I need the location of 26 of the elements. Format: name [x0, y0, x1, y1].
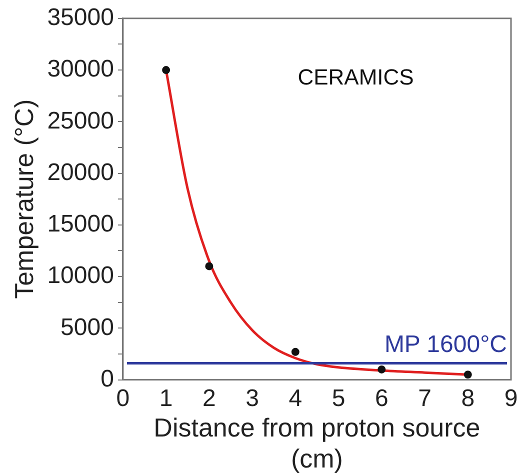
point	[378, 365, 386, 374]
annotation: CERAMICS	[298, 64, 414, 90]
x-axis-title: Distance from proton source (cm)	[154, 412, 480, 474]
y-tick-label: 0	[100, 365, 114, 392]
y-tick-label: 20000	[47, 158, 114, 186]
x-tick-label: 1	[159, 384, 173, 412]
x-tick-label: 5	[332, 384, 346, 412]
x-tick-label: 9	[504, 384, 518, 412]
x-tick-label: 7	[418, 384, 432, 412]
y-tick-label: 35000	[47, 4, 114, 32]
y-tick-label: 30000	[47, 56, 114, 83]
y-axis-title: Temperature (°C)	[8, 99, 39, 299]
y-tick-label: 15000	[47, 210, 114, 238]
y-tick-label: 10000	[47, 262, 114, 290]
point	[291, 348, 300, 356]
point	[205, 262, 214, 270]
x-tick-label: 2	[202, 384, 216, 412]
point	[162, 66, 170, 74]
x-tick-label: 8	[461, 384, 475, 412]
point	[464, 370, 472, 379]
y-tick-label: 25000	[47, 107, 114, 134]
ref-line-label: MP 1600°C	[384, 330, 507, 358]
x-tick-label: 4	[288, 384, 302, 412]
x-tick-label: 3	[246, 384, 259, 412]
x-tick-label: 6	[374, 384, 388, 412]
y-tick-label: 5000	[60, 314, 114, 341]
